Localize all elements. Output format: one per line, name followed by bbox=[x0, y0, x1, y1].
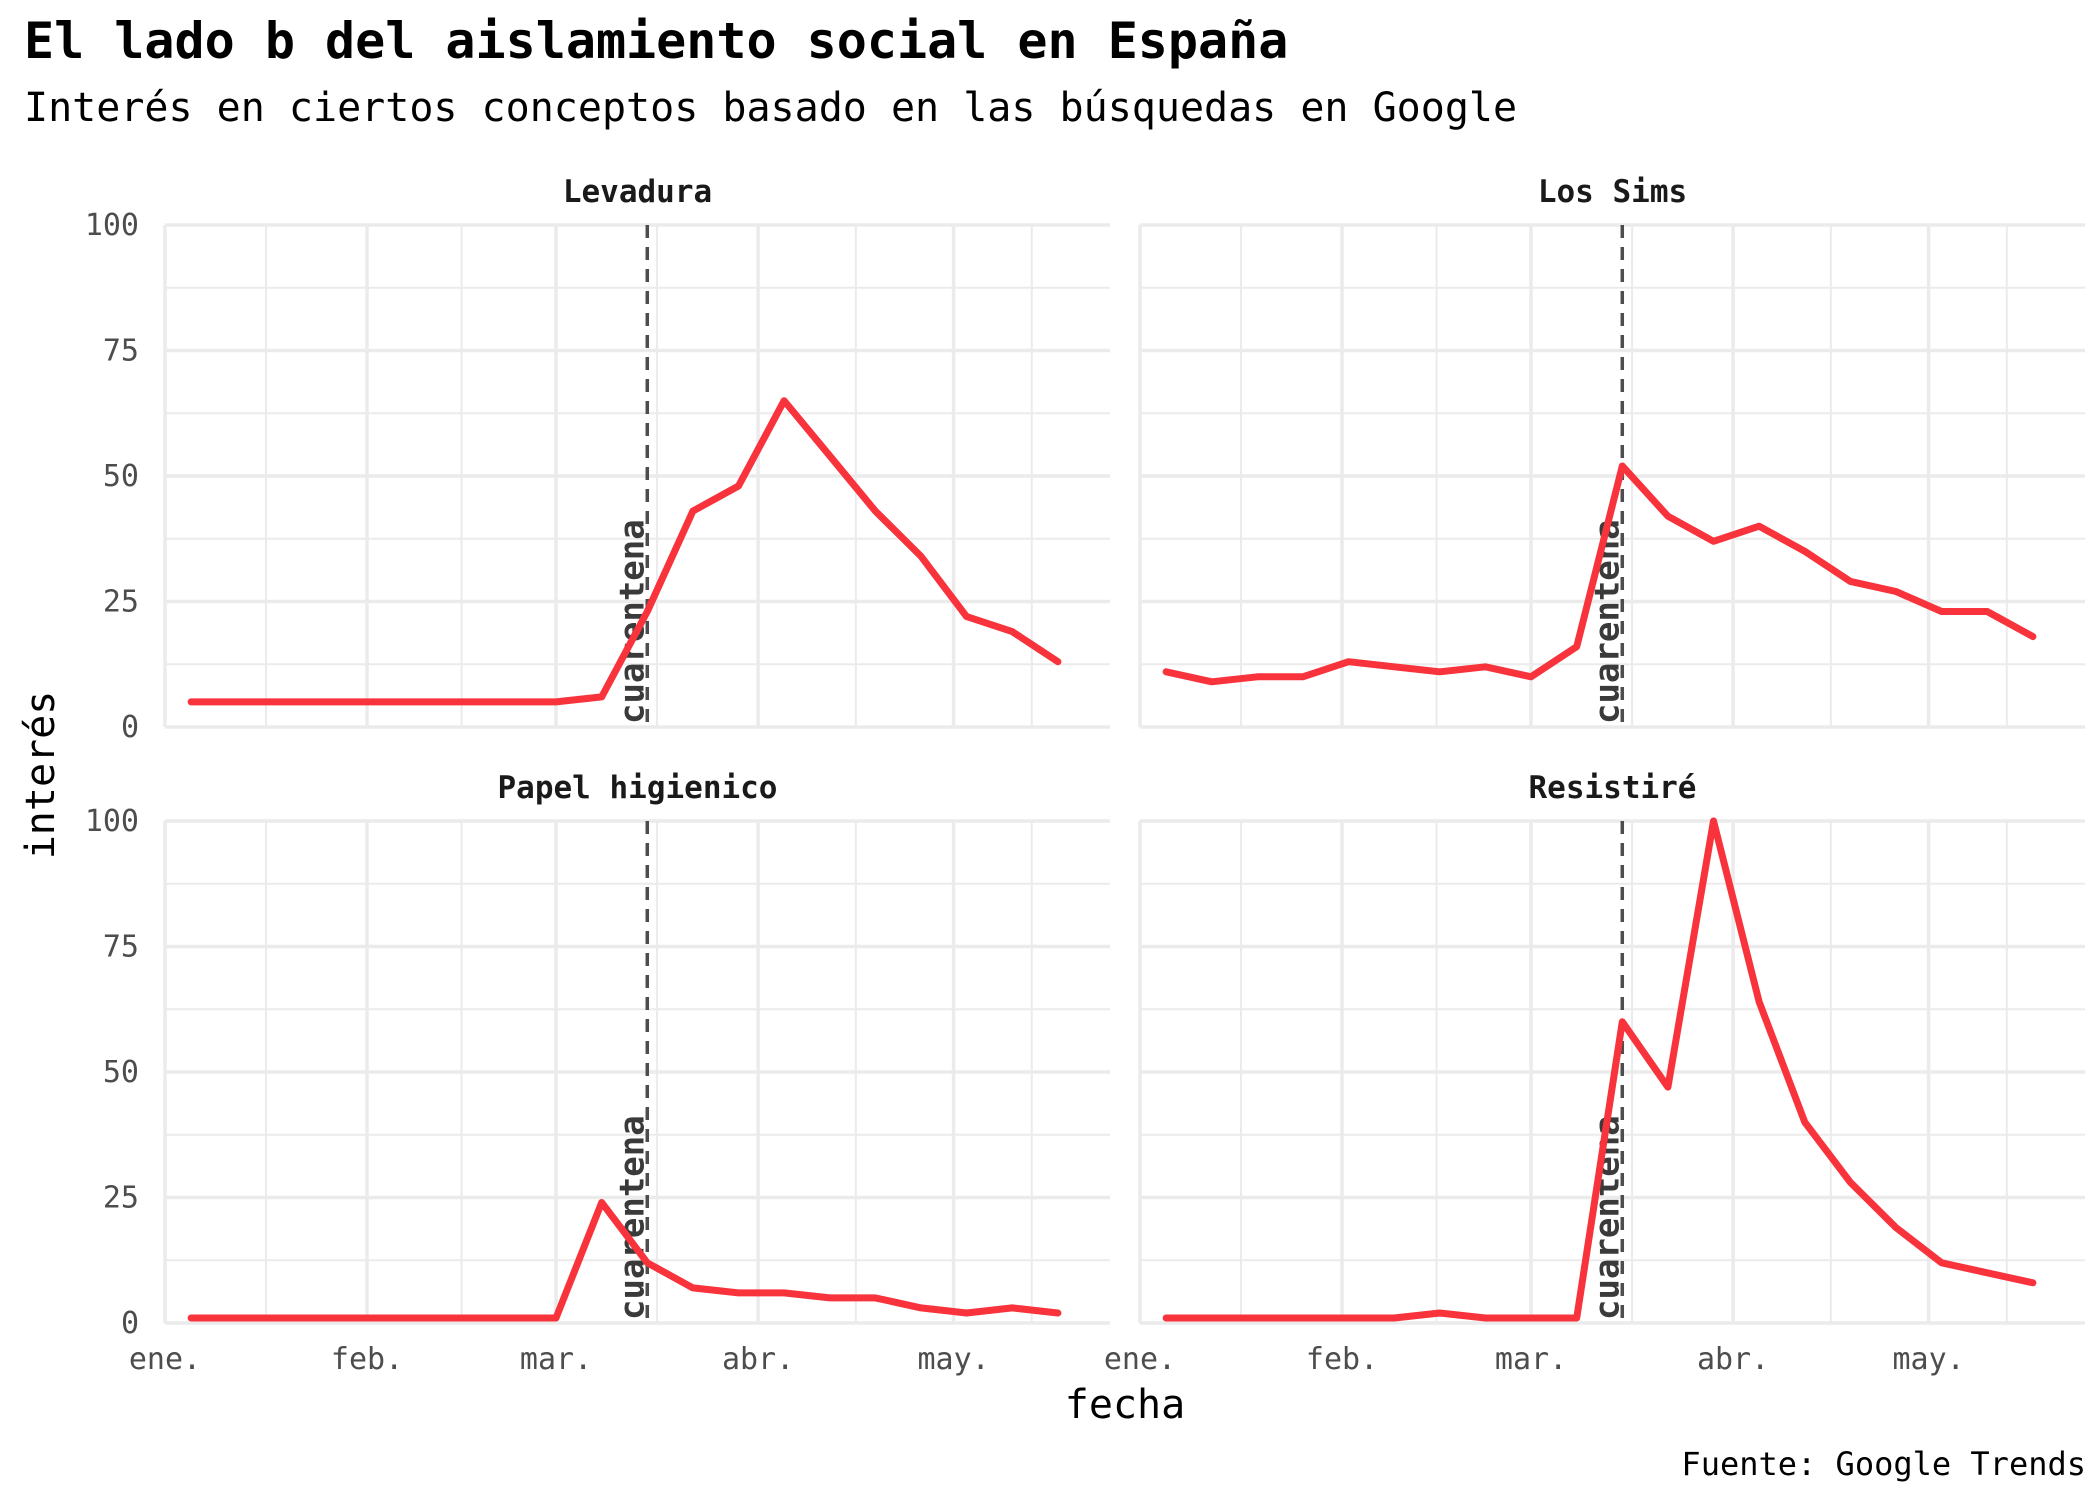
chart-subtitle: Interés en ciertos conceptos basado en l… bbox=[24, 85, 1517, 131]
panels: Levadura 0 25 50 75 100 cuarentena Los Sims cuar… bbox=[85, 174, 2085, 1377]
y-tick-label: 100 bbox=[85, 804, 139, 839]
panel-title: Papel higienico bbox=[498, 770, 778, 806]
y-tick-label: 0 bbox=[121, 710, 139, 745]
y-tick-label: 50 bbox=[103, 1055, 139, 1090]
y-tick-label: 25 bbox=[103, 1181, 139, 1216]
panel-1: Los Sims cuarentena bbox=[1138, 174, 2085, 729]
x-tick-label: may. bbox=[1892, 1342, 1964, 1377]
y-tick-label: 25 bbox=[103, 585, 139, 620]
x-tick-label: feb. bbox=[1306, 1342, 1378, 1377]
panel-0: Levadura 0 25 50 75 100 cuarentena bbox=[85, 174, 1110, 745]
x-tick-label: ene. bbox=[129, 1342, 201, 1377]
x-tick-label: abr. bbox=[1697, 1342, 1769, 1377]
quarantine-label: cuarentena bbox=[612, 1115, 652, 1320]
series-line bbox=[187, 1199, 1062, 1322]
panel-title: Levadura bbox=[563, 174, 712, 210]
y-tick-label: 75 bbox=[103, 334, 139, 369]
x-axis-title: fecha bbox=[1065, 1382, 1185, 1428]
panel-title: Los Sims bbox=[1538, 174, 1687, 210]
panel-title: Resistiré bbox=[1529, 770, 1697, 806]
panel-2: Papel higienico 0 25 50 75 100 ene. feb. mar. abr… bbox=[85, 770, 1110, 1377]
y-tick-label: 75 bbox=[103, 930, 139, 965]
x-tick-label: mar. bbox=[1495, 1342, 1567, 1377]
x-tick-label: ene. bbox=[1104, 1342, 1176, 1377]
y-axis-title: interés bbox=[18, 691, 64, 860]
y-tick-label: 0 bbox=[121, 1306, 139, 1341]
quarantine-label: cuarentena bbox=[612, 519, 652, 724]
x-tick-label: mar. bbox=[520, 1342, 592, 1377]
series-line bbox=[1162, 817, 2037, 1322]
series-line bbox=[187, 397, 1062, 706]
x-tick-label: may. bbox=[917, 1342, 989, 1377]
y-tick-label: 50 bbox=[103, 459, 139, 494]
x-tick-label: feb. bbox=[331, 1342, 403, 1377]
y-tick-label: 100 bbox=[85, 208, 139, 243]
chart-caption: Fuente: Google Trends bbox=[1681, 1445, 2086, 1483]
quarantine-label: cuarentena bbox=[1587, 519, 1627, 724]
chart-title: El lado b del aislamiento social en Espa… bbox=[24, 12, 1288, 70]
series-line bbox=[1162, 462, 2037, 686]
x-tick-label: abr. bbox=[722, 1342, 794, 1377]
